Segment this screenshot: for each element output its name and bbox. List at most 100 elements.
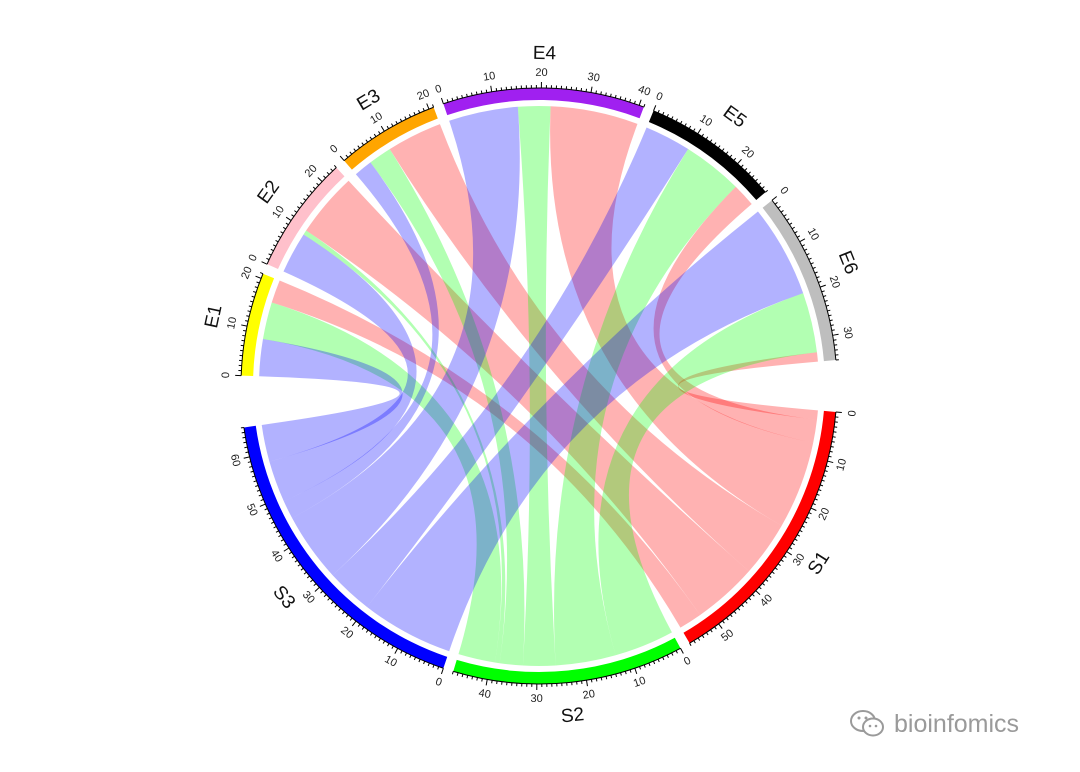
sector-track-S2[interactable] [453, 637, 681, 684]
link-S1-E5 [653, 186, 817, 443]
minor-tick [373, 133, 377, 137]
sector-label-E5: E5 [719, 102, 750, 133]
minor-tick [330, 168, 334, 172]
axis-line-E6 [771, 199, 837, 361]
minor-tick [291, 555, 295, 559]
minor-tick [693, 640, 696, 644]
minor-tick [312, 186, 316, 190]
major-tick [241, 324, 248, 327]
major-tick [680, 648, 684, 654]
sector-track-E3[interactable] [344, 107, 438, 170]
minor-tick [259, 272, 264, 275]
minor-tick [827, 309, 831, 312]
minor-tick [303, 198, 307, 201]
minor-tick [758, 182, 762, 186]
sector-label-E1: E1 [201, 303, 226, 330]
minor-tick [831, 329, 835, 331]
minor-tick [806, 516, 810, 519]
major-tick [283, 547, 290, 552]
minor-tick [705, 136, 709, 140]
minor-tick [260, 499, 264, 502]
minor-tick [680, 120, 683, 124]
minor-tick [303, 571, 307, 575]
tick-label: 30 [791, 551, 808, 568]
minor-tick [280, 539, 284, 542]
tick-label: 30 [841, 326, 855, 340]
minor-tick [797, 534, 801, 537]
minor-tick [437, 666, 440, 670]
minor-tick [653, 660, 656, 665]
minor-tick [378, 131, 381, 135]
minor-tick [624, 97, 627, 101]
minor-tick [666, 114, 669, 118]
minor-tick [709, 139, 713, 143]
minor-tick [275, 530, 279, 533]
minor-tick [256, 489, 260, 492]
minor-tick [251, 475, 256, 478]
minor-tick [382, 640, 386, 644]
minor-tick [349, 617, 353, 621]
major-tick [585, 680, 588, 687]
minor-tick [365, 139, 369, 143]
minor-tick [824, 470, 828, 472]
minor-tick [294, 210, 298, 213]
sector-track-E1[interactable] [241, 273, 275, 377]
link-S1-E6 [677, 352, 818, 420]
minor-tick [418, 659, 421, 663]
minor-tick [253, 291, 257, 293]
minor-tick [476, 677, 478, 681]
major-tick [259, 503, 266, 507]
minor-tick [600, 677, 603, 681]
minor-tick [246, 315, 250, 317]
minor-tick [605, 676, 608, 680]
minor-tick [300, 567, 304, 571]
minor-tick [774, 567, 778, 571]
minor-tick [725, 151, 729, 155]
minor-tick [818, 280, 822, 283]
minor-tick [808, 257, 812, 260]
axis-line-E1 [240, 273, 264, 376]
link-S2-E6 [598, 293, 817, 656]
minor-tick [689, 642, 692, 647]
minor-tick [255, 485, 259, 487]
sector-track-E4[interactable] [443, 87, 644, 119]
minor-tick [309, 190, 313, 194]
major-tick [339, 155, 345, 161]
tick-label: 0 [654, 90, 664, 103]
watermark-text: bioinfomics [894, 709, 1020, 738]
minor-tick [825, 304, 830, 307]
sector-track-E5[interactable] [648, 110, 766, 201]
tick-label: 10 [225, 316, 239, 330]
sector-label-S3: S3 [268, 582, 299, 613]
minor-tick [399, 118, 403, 122]
major-tick [799, 238, 806, 243]
minor-tick [247, 461, 251, 463]
minor-tick [342, 611, 345, 615]
minor-tick [765, 189, 769, 193]
minor-tick [748, 171, 751, 175]
minor-tick [829, 319, 833, 322]
minor-tick [345, 154, 349, 158]
minor-tick [666, 654, 669, 658]
minor-tick [369, 136, 373, 140]
links-layer [259, 105, 818, 667]
minor-tick [422, 107, 425, 112]
minor-tick [624, 671, 627, 675]
minor-tick [386, 125, 390, 129]
sector-track-E2[interactable] [267, 167, 345, 270]
minor-tick [323, 175, 326, 179]
major-tick [638, 99, 642, 106]
tick-label: 0 [682, 655, 693, 668]
minor-tick [446, 99, 449, 103]
tick-label: 10 [805, 226, 821, 243]
minor-tick [245, 451, 249, 454]
minor-tick [466, 93, 468, 97]
axis-line-E3 [343, 106, 434, 161]
major-tick [819, 284, 826, 288]
minor-tick [250, 470, 254, 473]
major-tick [255, 275, 262, 279]
sector-track-E6[interactable] [762, 200, 836, 362]
minor-tick [481, 678, 483, 682]
minor-tick [648, 662, 651, 666]
major-tick [737, 158, 742, 165]
